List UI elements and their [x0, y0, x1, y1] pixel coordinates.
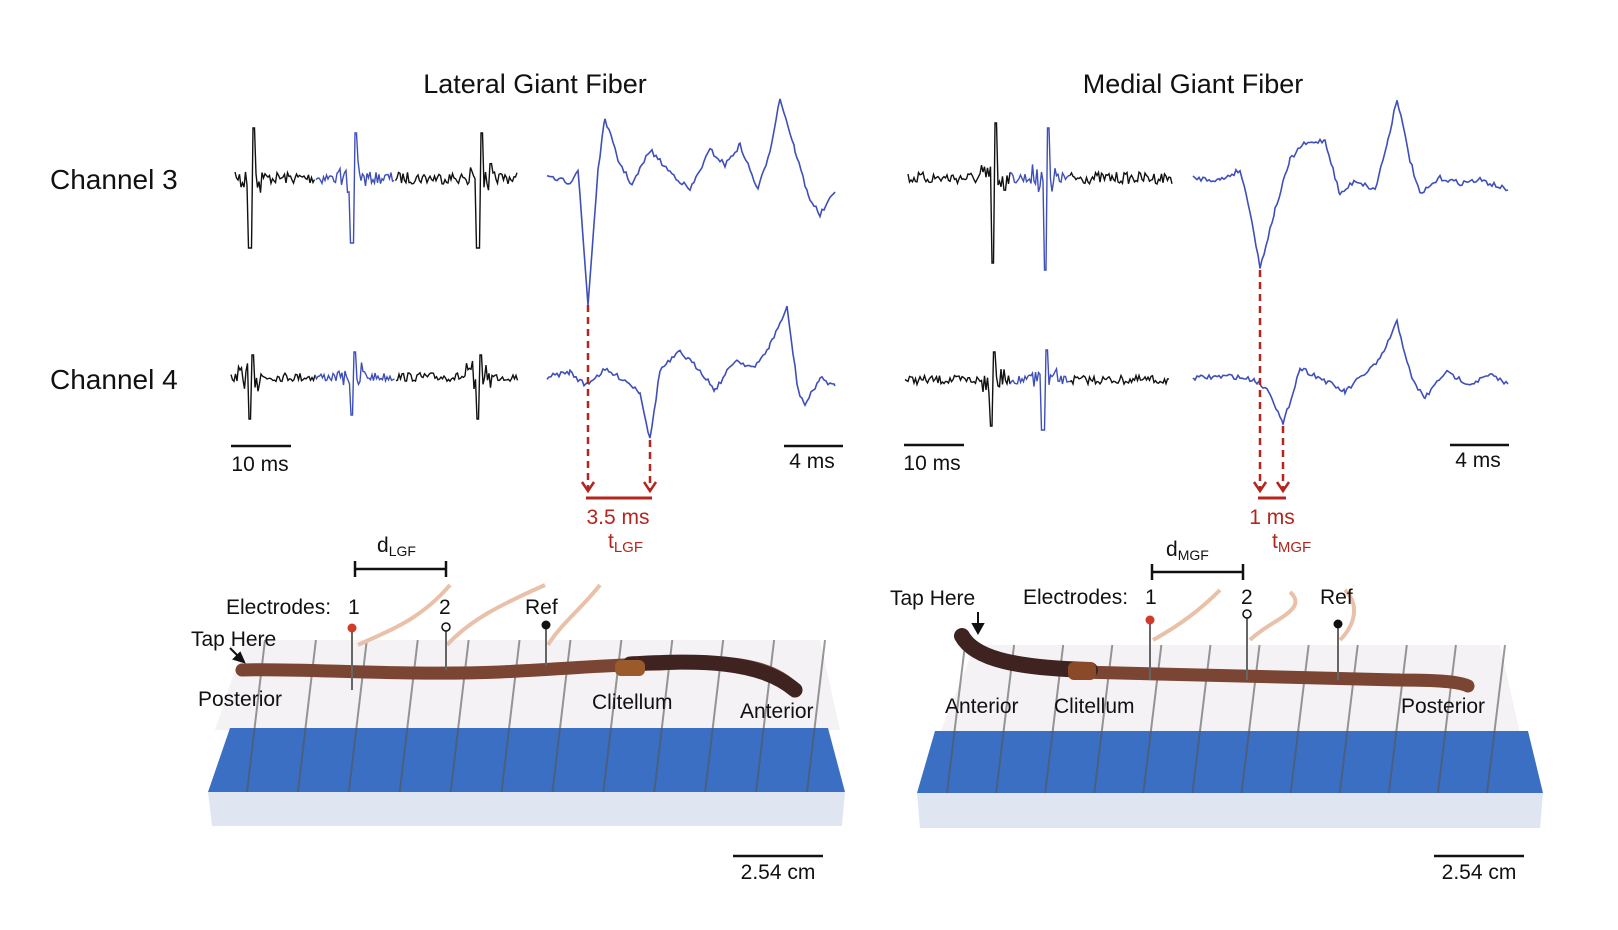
- board-grid-line: [1436, 644, 1457, 794]
- ch3-mgf-expanded-trace: [1192, 100, 1509, 269]
- right-electrode-1-label: 1: [1145, 586, 1157, 609]
- d-mgf-label: dMGF: [1166, 538, 1209, 563]
- left-posterior-label: Posterior: [198, 688, 282, 711]
- d-lgf-bracket: [353, 561, 448, 577]
- left-anterior-label: Anterior: [740, 700, 814, 723]
- board-grid-line: [755, 639, 776, 793]
- ch3-lgf-overview-trace-highlight: [315, 132, 395, 244]
- left-ref-label: Ref: [525, 596, 558, 619]
- mgf-delay-label: 1 ms: [1249, 506, 1295, 529]
- board-grid-line: [398, 639, 419, 793]
- electrode-1-pin: [347, 623, 357, 633]
- right-worm: [1073, 665, 1475, 693]
- ch3-lgf-overview-trace: [394, 132, 518, 249]
- board-grid-line: [946, 644, 966, 794]
- right-clitellum-label: Clitellum: [1054, 695, 1135, 718]
- board-grid-line: [1240, 644, 1261, 794]
- ch3-mgf-overview-trace-highlight: [1009, 127, 1071, 271]
- ch3-lgf-overview-trace: [234, 127, 316, 249]
- right-anterior-label: Anterior: [945, 695, 1019, 718]
- title-medial-giant-fiber: Medial Giant Fiber: [1083, 69, 1304, 99]
- right-tap-here-label: Tap Here: [890, 587, 975, 610]
- ref-electrode-pin: [541, 620, 551, 630]
- scale-label-4ms-right: 4 ms: [1455, 449, 1501, 472]
- d-mgf-bracket: [1150, 564, 1245, 580]
- ch4-mgf-overview-trace-highlight: [1009, 349, 1070, 431]
- right-posterior-label: Posterior: [1401, 695, 1485, 718]
- right-electrodes-label: Electrodes:: [1023, 586, 1128, 609]
- right-electrode-2-label: 2: [1241, 586, 1253, 609]
- board-grid-line: [806, 639, 826, 793]
- t-lgf-label: tLGF: [608, 530, 643, 556]
- right-ref-label: Ref: [1320, 586, 1353, 609]
- board-grid-line: [449, 639, 470, 793]
- left-tap-arrow-icon: [229, 647, 246, 664]
- left-electrode-1-label: 1: [348, 596, 360, 619]
- board-grid-line: [347, 639, 368, 793]
- latency-markers: [580, 270, 1291, 500]
- ch4-lgf-overview-trace-highlight: [314, 351, 395, 416]
- ch3-mgf-overview-trace: [907, 122, 1011, 264]
- length-scale-label-right: 2.54 cm: [1442, 861, 1517, 884]
- right-worm-photo: [917, 588, 1543, 828]
- left-worm-photo: [208, 583, 845, 826]
- ch4-lgf-expanded-trace: [546, 305, 836, 439]
- lgf-delay-label: 3.5 ms: [586, 506, 649, 529]
- ch4-mgf-overview-trace: [1069, 373, 1169, 387]
- time-scale-bars: [231, 443, 1509, 448]
- left-clitellum-label: Clitellum: [592, 691, 673, 714]
- right-tap-arrow-icon: [971, 612, 985, 636]
- ch4-lgf-overview-trace: [230, 354, 316, 420]
- left-tap-here-label: Tap Here: [191, 628, 276, 651]
- left-electrode-2-label: 2: [439, 596, 451, 619]
- ch4-lgf-overview-trace: [395, 354, 519, 420]
- board-grid-line: [1289, 644, 1310, 794]
- scale-label-4ms-left: 4 ms: [789, 450, 835, 473]
- electrode-2-pin: [441, 622, 451, 632]
- length-scale-label-left: 2.54 cm: [741, 861, 816, 884]
- t-mgf-label: tMGF: [1272, 530, 1311, 556]
- ch4-mgf-expanded-trace: [1192, 317, 1509, 425]
- label-channel-3: Channel 3: [50, 164, 178, 195]
- title-lateral-giant-fiber: Lateral Giant Fiber: [423, 69, 647, 99]
- traces: [230, 98, 1509, 439]
- board-grid-line: [1486, 644, 1506, 794]
- ch4-mgf-overview-trace: [904, 351, 1011, 427]
- d-lgf-label: dLGF: [377, 534, 416, 559]
- board-grid-line: [1338, 644, 1359, 794]
- left-electrodes-label: Electrodes:: [226, 596, 331, 619]
- electrode-1-pin: [1145, 615, 1155, 625]
- scale-label-10ms-left: 10 ms: [231, 453, 288, 476]
- board-grid-line: [1387, 644, 1408, 794]
- scale-label-10ms-right: 10 ms: [903, 452, 960, 475]
- ch3-lgf-expanded-trace: [546, 98, 836, 306]
- ref-electrode-pin: [1333, 619, 1343, 629]
- electrode-2-pin: [1242, 609, 1252, 619]
- label-channel-4: Channel 4: [50, 364, 178, 395]
- ch3-mgf-overview-trace: [1069, 169, 1173, 186]
